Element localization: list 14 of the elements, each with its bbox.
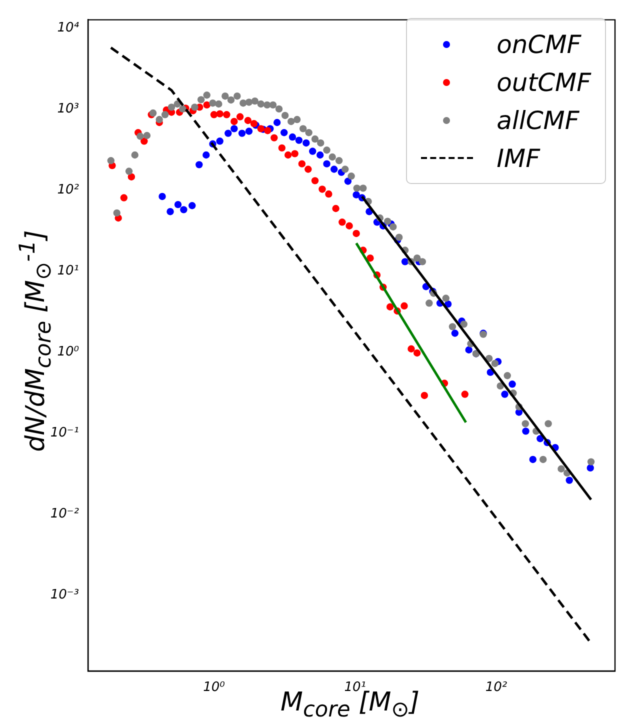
x-tick-label: 10⁰: [203, 680, 226, 696]
y-tick-label: 10¹: [57, 263, 79, 278]
y-tick-label: 10³: [57, 101, 79, 116]
y-tick-label: 10⁻¹: [50, 425, 79, 440]
legend-label: onCMF: [496, 30, 582, 58]
legend-label: IMF: [496, 144, 540, 172]
y-tick-label: 10⁻²: [50, 506, 79, 522]
x-tick-label: 10²: [485, 680, 508, 696]
y-tick-label: 10⁻³: [50, 587, 79, 602]
y-tick-label: 10²: [57, 182, 79, 198]
legend-label: outCMF: [496, 68, 591, 96]
legend-label: allCMF: [496, 106, 580, 134]
y-tick-label: 10⁰: [57, 344, 80, 360]
y-tick-label: 10⁴: [57, 20, 80, 36]
